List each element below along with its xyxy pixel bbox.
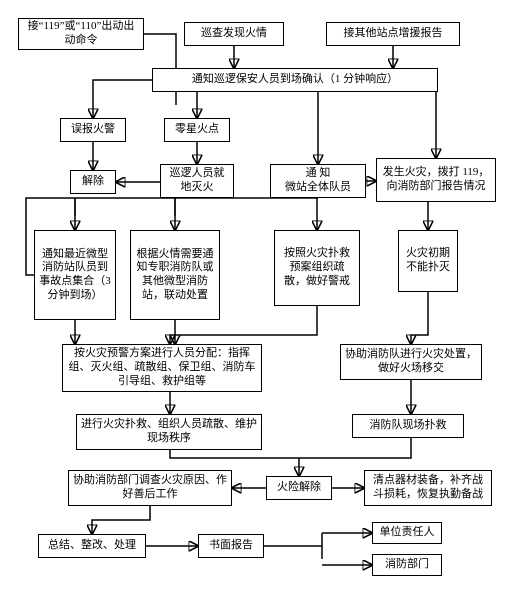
flow-node-n17: 进行火灾扑救、组织人员疏散、维护现场秩序 <box>76 414 262 450</box>
flow-edge-4 <box>93 80 152 92</box>
flow-node-n15: 按火灾预警方案进行人员分配：指挥组、灭火组、疏散组、保卫组、消防车引导组、救护组… <box>62 344 262 392</box>
flow-node-n9: 通 知微站全体队员 <box>270 164 366 198</box>
flow-node-n22: 总结、整改、处理 <box>38 534 146 558</box>
flow-node-n14: 火灾初期不能扑灭 <box>398 230 458 292</box>
flow-node-n1: 接“119”或“110”出动出动命令 <box>18 18 144 50</box>
flow-edge-16 <box>26 198 318 216</box>
flow-node-n10: 发生火灾，拨打 119，向消防部门报告情况 <box>376 158 496 202</box>
flow-node-n21: 清点器材装备，补齐战斗损耗，恢复执勤备战 <box>364 470 492 506</box>
flow-node-n25: 消防部门 <box>372 554 442 576</box>
flow-node-n19: 协助消防部门调查火灾原因、作好善后工作 <box>68 470 232 506</box>
flow-node-n11: 通知最近微型消防站队员到事故点集合（3 分钟到场） <box>34 230 116 320</box>
flow-node-n4: 通知巡逻保安人员到场确认（1 分钟响应） <box>152 68 438 92</box>
flow-node-n8: 巡逻人员就地灭火 <box>160 164 234 198</box>
flow-node-n6: 零星火点 <box>164 118 230 142</box>
flow-node-n13: 按照火灾扑救预案组织疏散，做好警戒 <box>274 230 360 306</box>
flow-node-n2: 巡查发现火情 <box>184 22 284 46</box>
flow-node-n5: 误报火警 <box>60 118 126 142</box>
flow-node-n12: 根据火情需要通知专职消防队或其他微型消防站，联动处置 <box>130 230 220 320</box>
flow-node-n7: 解除 <box>70 170 116 194</box>
flow-edge-19 <box>26 216 34 275</box>
flow-edge-30 <box>92 506 150 534</box>
flow-node-n16: 协助消防队进行火灾处置，做好火场移交 <box>340 344 482 380</box>
flow-node-n3: 接其他站点增援报告 <box>326 22 460 46</box>
flow-node-n23: 书面报告 <box>198 534 264 558</box>
flow-edge-27 <box>170 450 299 458</box>
flow-node-n18: 消防队现场扑救 <box>352 414 464 438</box>
flow-edge-23 <box>411 292 428 344</box>
flow-node-n20: 火险解除 <box>266 476 332 500</box>
flow-node-n24: 单位责任人 <box>372 522 442 544</box>
